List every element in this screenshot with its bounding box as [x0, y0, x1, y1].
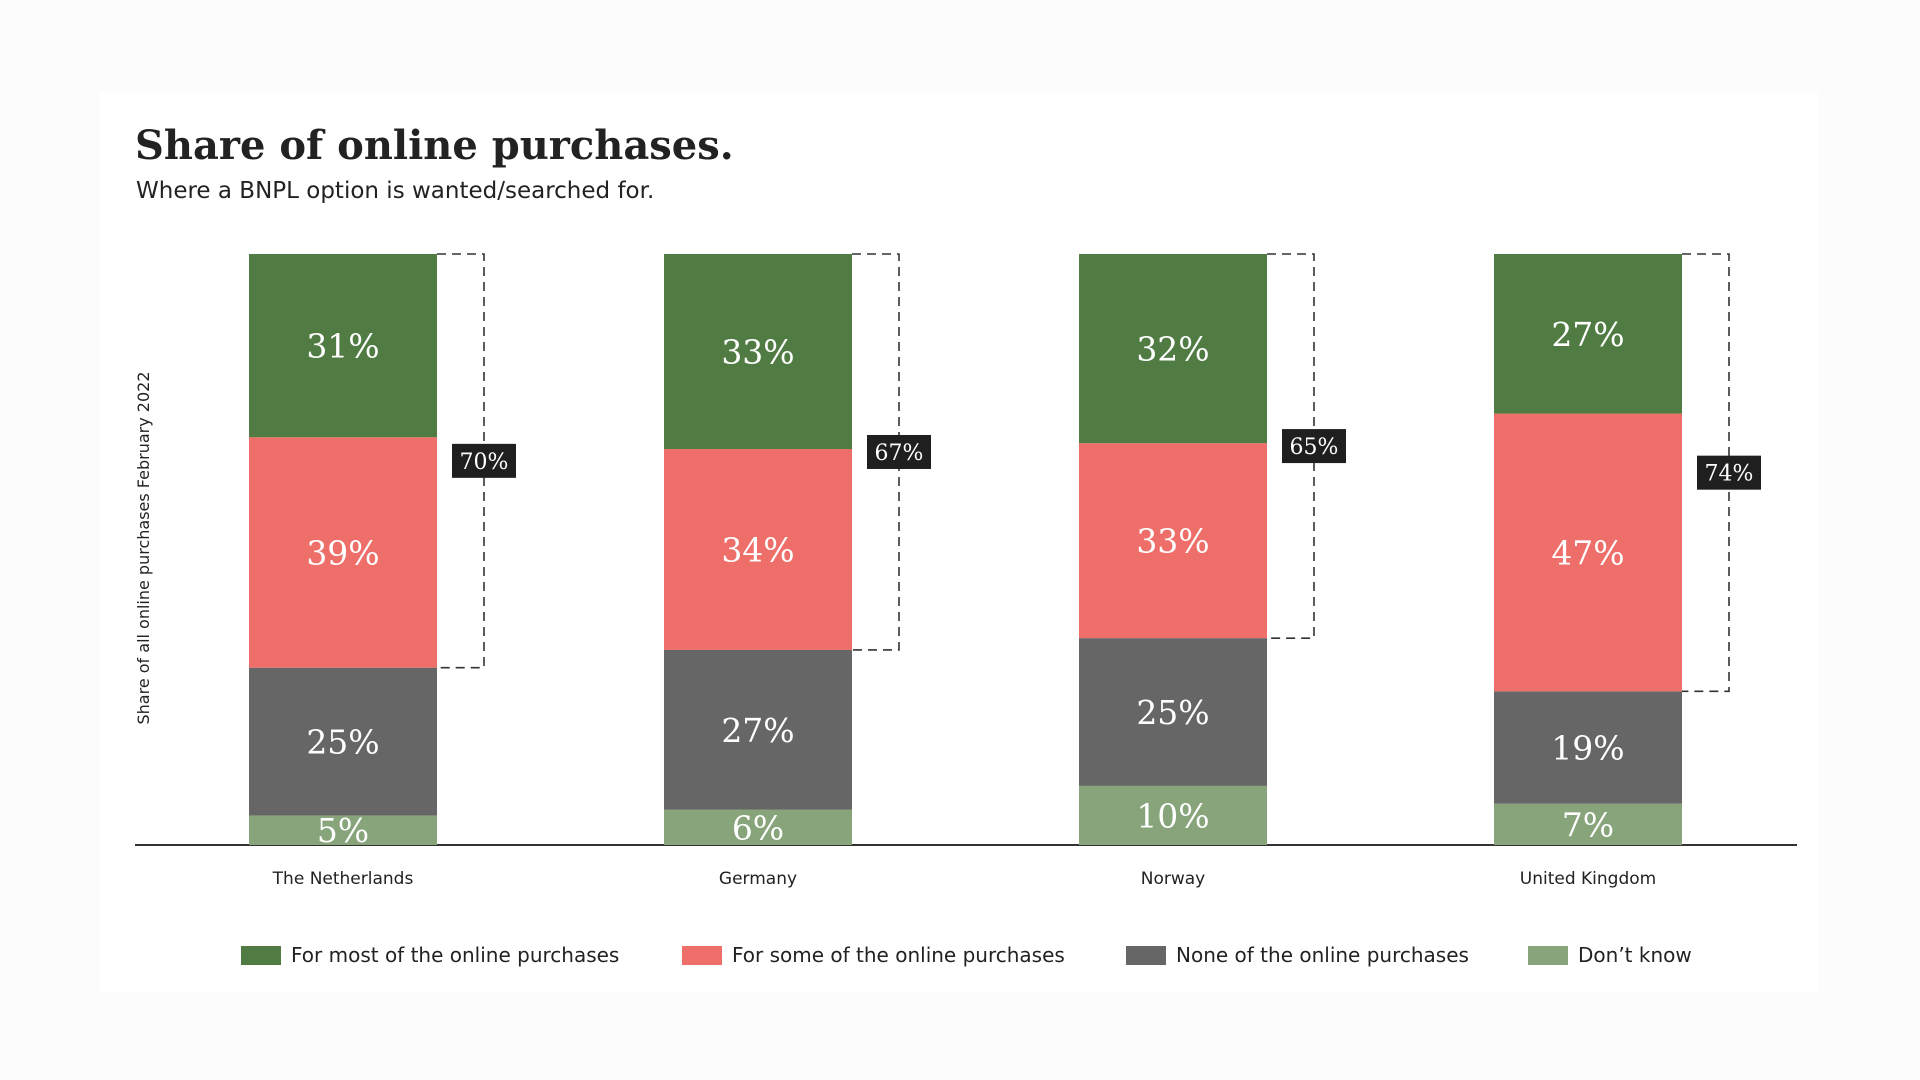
- legend-label: For most of the online purchases: [291, 943, 620, 967]
- bracket-total-germany: 67%: [875, 441, 924, 466]
- value-label-none-of-the-online-purchases-united-kingdom: 19%: [1551, 728, 1624, 767]
- bracket-total-badge-germany: [867, 434, 931, 469]
- bar-for-some-of-the-online-purchases-norway: [1079, 443, 1267, 639]
- legend-item-for-some-of-the-online-purchases: For some of the online purchases: [682, 940, 1065, 970]
- value-label-don-t-know-germany: 6%: [732, 808, 784, 847]
- bracket-total-badge-norway: [1282, 429, 1346, 464]
- bar-for-most-of-the-online-purchases-united-kingdom: [1494, 254, 1682, 414]
- bar-for-some-of-the-online-purchases-germany: [664, 449, 852, 650]
- value-label-none-of-the-online-purchases-the-netherlands: 25%: [306, 723, 379, 762]
- legend-swatch: [1528, 945, 1568, 965]
- bar-none-of-the-online-purchases-germany: [664, 649, 852, 810]
- bracket-norway: [1267, 253, 1315, 639]
- value-label-for-some-of-the-online-purchases-germany: 34%: [721, 531, 794, 570]
- value-label-for-some-of-the-online-purchases-the-netherlands: 39%: [306, 533, 379, 572]
- y-axis-label: Share of all online purchases February 2…: [134, 371, 153, 724]
- bar-don-t-know-germany: [664, 809, 852, 845]
- tick-label-norway: Norway: [1141, 869, 1206, 889]
- legend-swatch: [1126, 945, 1166, 965]
- legend-label: For some of the online purchases: [732, 943, 1065, 967]
- value-label-for-most-of-the-online-purchases-germany: 33%: [721, 333, 794, 372]
- value-label-don-t-know-norway: 10%: [1136, 796, 1209, 835]
- bracket-united-kingdom: [1682, 253, 1730, 693]
- value-label-for-most-of-the-online-purchases-united-kingdom: 27%: [1551, 315, 1624, 354]
- chart-legend: For most of the online purchases For some…: [0, 940, 1920, 970]
- chart-subtitle: Where a BNPL option is wanted/searched f…: [136, 178, 655, 204]
- bracket-total-badge-the-netherlands: [452, 443, 516, 478]
- value-label-for-most-of-the-online-purchases-norway: 32%: [1136, 330, 1209, 369]
- bar-none-of-the-online-purchases-united-kingdom: [1494, 691, 1682, 804]
- legend-item-none-of-the-online-purchases: None of the online purchases: [1126, 940, 1469, 970]
- value-label-for-most-of-the-online-purchases-the-netherlands: 31%: [306, 327, 379, 366]
- bracket-the-netherlands: [437, 253, 485, 669]
- legend-label: None of the online purchases: [1176, 943, 1469, 967]
- value-label-for-some-of-the-online-purchases-norway: 33%: [1136, 522, 1209, 561]
- bar-don-t-know-united-kingdom: [1494, 803, 1682, 845]
- bar-don-t-know-the-netherlands: [249, 815, 437, 845]
- value-label-don-t-know-the-netherlands: 5%: [317, 811, 369, 850]
- bar-for-some-of-the-online-purchases-the-netherlands: [249, 437, 437, 668]
- value-label-for-some-of-the-online-purchases-united-kingdom: 47%: [1551, 533, 1624, 572]
- chart-title: Share of online purchases.: [135, 122, 734, 169]
- bar-for-most-of-the-online-purchases-norway: [1079, 254, 1267, 444]
- bracket-total-the-netherlands: 70%: [460, 450, 509, 475]
- value-label-none-of-the-online-purchases-norway: 25%: [1136, 693, 1209, 732]
- bar-none-of-the-online-purchases-norway: [1079, 638, 1267, 786]
- legend-swatch: [682, 945, 722, 965]
- legend-swatch: [241, 945, 281, 965]
- legend-item-don-t-know: Don’t know: [1528, 940, 1692, 970]
- bracket-total-united-kingdom: 74%: [1705, 462, 1754, 487]
- bar-don-t-know-norway: [1079, 785, 1267, 845]
- value-label-don-t-know-united-kingdom: 7%: [1562, 805, 1614, 844]
- bar-for-most-of-the-online-purchases-germany: [664, 254, 852, 450]
- tick-label-the-netherlands: The Netherlands: [272, 869, 414, 889]
- tick-label-germany: Germany: [719, 869, 797, 889]
- bar-for-most-of-the-online-purchases-the-netherlands: [249, 254, 437, 438]
- legend-label: Don’t know: [1578, 943, 1692, 967]
- bracket-total-badge-united-kingdom: [1697, 455, 1761, 490]
- value-label-none-of-the-online-purchases-germany: 27%: [721, 711, 794, 750]
- bar-for-some-of-the-online-purchases-united-kingdom: [1494, 413, 1682, 692]
- bar-none-of-the-online-purchases-the-netherlands: [249, 667, 437, 816]
- legend-item-for-most-of-the-online-purchases: For most of the online purchases: [241, 940, 619, 970]
- bracket-total-norway: 65%: [1290, 435, 1339, 460]
- tick-label-united-kingdom: United Kingdom: [1520, 869, 1656, 889]
